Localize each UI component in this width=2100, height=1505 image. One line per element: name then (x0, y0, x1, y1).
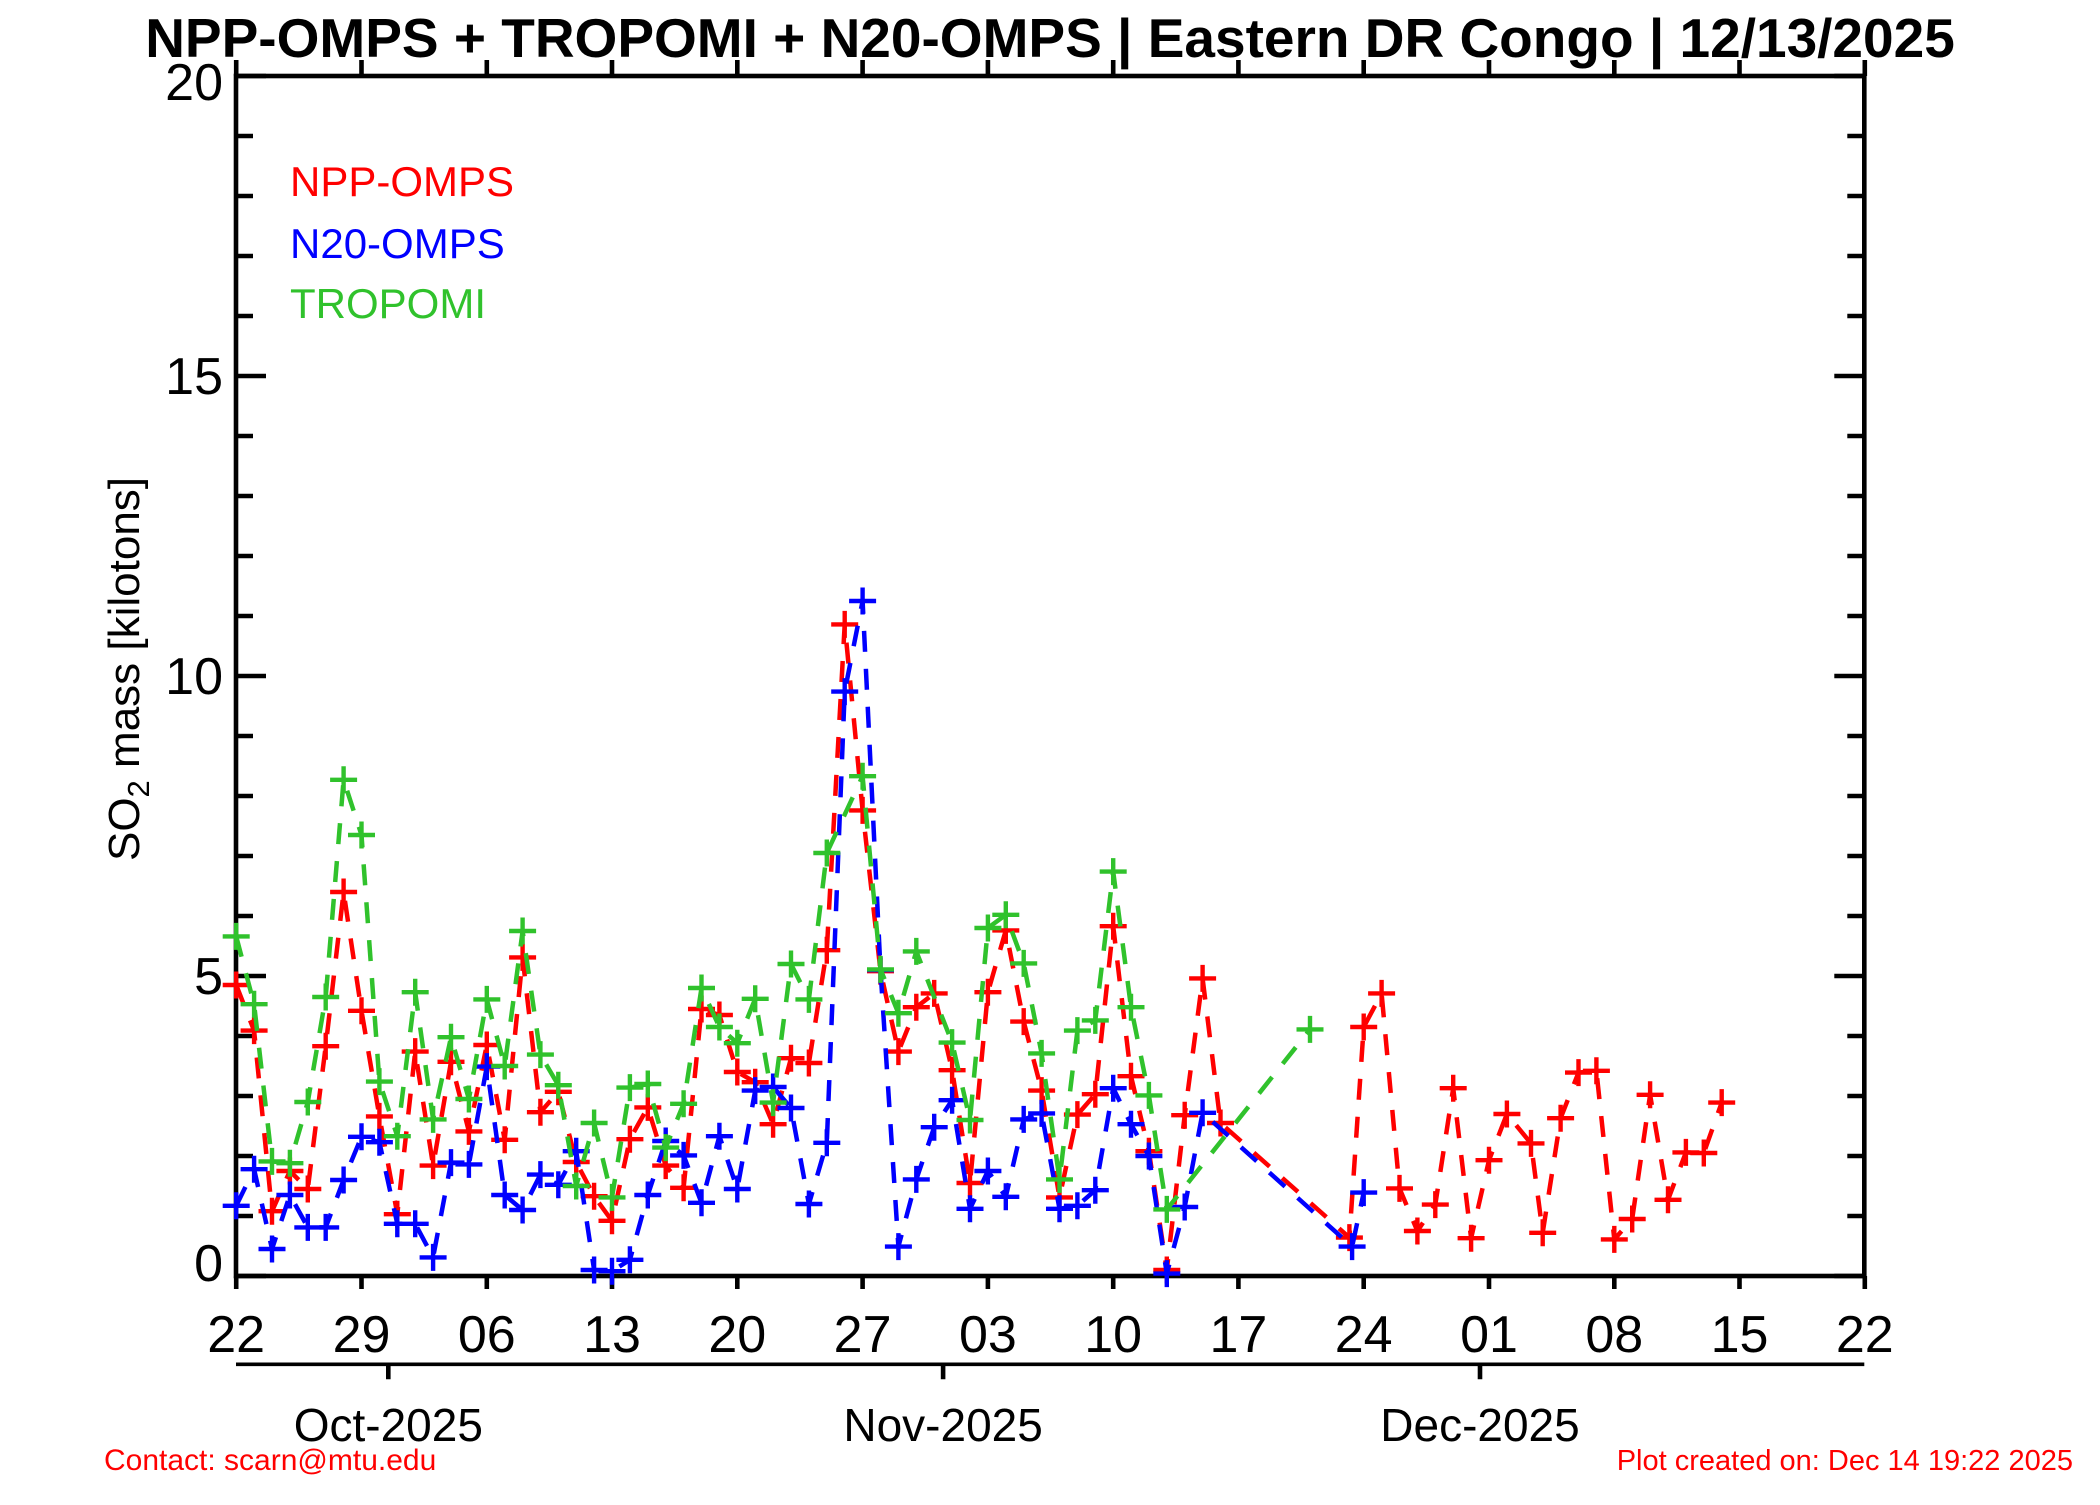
svg-text:03: 03 (959, 1306, 1017, 1364)
svg-text:5: 5 (194, 948, 223, 1006)
svg-text:Dec-2025: Dec-2025 (1380, 1399, 1579, 1451)
svg-text:13: 13 (583, 1306, 641, 1364)
svg-text:15: 15 (165, 348, 223, 406)
svg-text:15: 15 (1711, 1306, 1769, 1364)
svg-text:Oct-2025: Oct-2025 (294, 1399, 483, 1451)
svg-text:10: 10 (165, 648, 223, 706)
svg-text:29: 29 (333, 1306, 391, 1364)
svg-text:NPP-OMPS: NPP-OMPS (290, 158, 514, 205)
svg-text:17: 17 (1209, 1306, 1267, 1364)
svg-text:24: 24 (1335, 1306, 1393, 1364)
svg-text:10: 10 (1084, 1306, 1142, 1364)
svg-text:Plot created on: Dec 14 19:22: Plot created on: Dec 14 19:22 2025 (1617, 1445, 2073, 1477)
svg-text:NPP-OMPS + TROPOMI + N20-OMPS: NPP-OMPS + TROPOMI + N20-OMPS | Eastern … (145, 7, 1955, 70)
svg-text:22: 22 (1836, 1306, 1894, 1364)
svg-text:01: 01 (1460, 1306, 1518, 1364)
svg-text:20: 20 (165, 54, 223, 112)
svg-text:TROPOMI: TROPOMI (290, 280, 486, 327)
svg-text:08: 08 (1585, 1306, 1643, 1364)
svg-text:Nov-2025: Nov-2025 (843, 1399, 1042, 1451)
svg-text:22: 22 (207, 1306, 265, 1364)
svg-text:20: 20 (708, 1306, 766, 1364)
svg-text:N20-OMPS: N20-OMPS (290, 220, 505, 267)
svg-text:0: 0 (194, 1235, 223, 1293)
svg-text:27: 27 (834, 1306, 892, 1364)
svg-text:Contact: scarn@mtu.edu: Contact: scarn@mtu.edu (104, 1444, 436, 1477)
svg-text:06: 06 (458, 1306, 516, 1364)
svg-text:SO2 mass [kilotons]: SO2 mass [kilotons] (100, 477, 156, 861)
